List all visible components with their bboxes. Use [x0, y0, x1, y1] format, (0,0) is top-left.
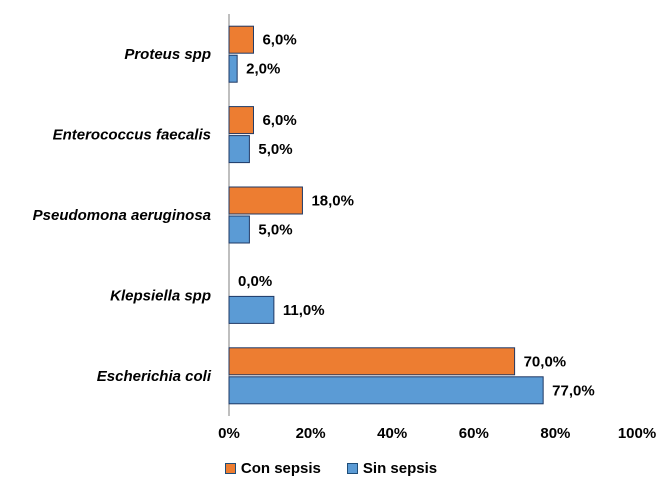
bar-chart: Escherichia coli 70,0% 77,0% Klepsiella spp… [33, 14, 656, 442]
legend-swatch-con-sepsis [224, 463, 236, 474]
category-label: Enterococcus faecalis [53, 127, 211, 144]
bar-sin-sepsis [228, 376, 544, 405]
data-label: 70,0% [524, 353, 567, 370]
x-tick-label: 100% [618, 425, 656, 442]
data-label: 5,0% [258, 141, 292, 158]
legend-label-con-sepsis: Con sepsis [240, 460, 321, 477]
bar-sin-sepsis [228, 295, 275, 324]
data-label: 11,0% [283, 302, 325, 319]
data-label: 77,0% [552, 382, 595, 399]
x-tick-label: 60% [459, 425, 489, 442]
data-label: 0,0% [238, 273, 272, 290]
category-label: Klepsiella spp [110, 287, 211, 304]
category-label: Pseudomona aeruginosa [33, 207, 211, 224]
data-label: 6,0% [262, 112, 296, 129]
data-label: 18,0% [311, 193, 354, 210]
category-label: Proteus spp [124, 46, 211, 63]
data-label: 5,0% [258, 222, 292, 239]
x-tick-label: 40% [377, 425, 407, 442]
bar-con-sepsis [228, 106, 254, 135]
x-tick-label: 20% [296, 425, 326, 442]
bar-con-sepsis [228, 347, 516, 376]
bar-con-sepsis [228, 186, 303, 215]
x-tick-label: 0% [218, 425, 240, 442]
x-tick-label: 80% [540, 425, 570, 442]
data-label: 2,0% [246, 61, 280, 78]
legend-label-sin-sepsis: Sin sepsis [362, 460, 438, 477]
legend-swatch-sin-sepsis [346, 463, 358, 474]
bar-con-sepsis [228, 25, 254, 54]
bar-sin-sepsis [228, 54, 238, 83]
category-label: Escherichia coli [97, 368, 212, 385]
plot-area: Escherichia coli 70,0% 77,0% Klepsiella spp… [33, 14, 656, 442]
legend-item-sin-sepsis: Sin sepsis [346, 460, 438, 477]
data-label: 6,0% [262, 32, 296, 49]
legend: Con sepsis Sin sepsis [0, 460, 662, 477]
bar-sin-sepsis [228, 135, 250, 164]
legend-item-con-sepsis: Con sepsis [224, 460, 321, 477]
bar-sin-sepsis [228, 215, 250, 244]
